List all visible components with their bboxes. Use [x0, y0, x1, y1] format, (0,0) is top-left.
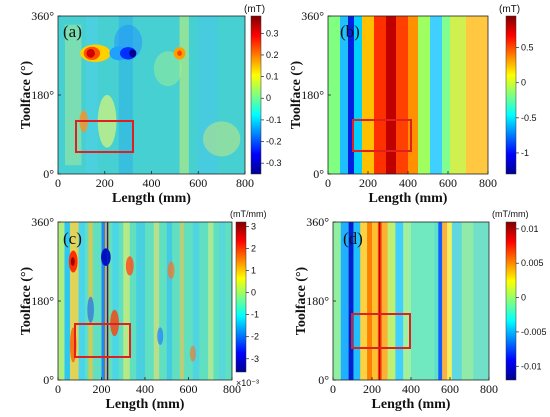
x-tick-label-c: 200	[93, 382, 111, 396]
x-tick-label-d: 0	[330, 382, 336, 396]
panel-label-b: (b)	[340, 22, 360, 41]
x-tick-label-b: 0	[325, 176, 331, 190]
y-tick-label-c: 360°	[31, 215, 54, 229]
colorbar-tick-label-c: 3	[251, 221, 256, 231]
x-tick-label-a: 200	[96, 176, 114, 190]
heatmap-d	[333, 222, 489, 380]
colorbar-exponent-c: ×10⁻³	[236, 378, 259, 388]
colorbar-tick-label-d: 0	[521, 293, 526, 303]
x-tick-label-d: 200	[363, 382, 381, 396]
x-tick-label-d: 800	[480, 382, 498, 396]
colorbar-unit-c: (mT/mm)	[230, 209, 266, 219]
panel-label-d: (d)	[343, 229, 363, 248]
y-tick-label-c: 180°	[31, 294, 54, 308]
heatmap-a	[58, 16, 245, 174]
x-axis-label-a: Length (mm)	[112, 191, 191, 206]
panel-b: (b)	[327, 15, 489, 175]
y-tick-label-a: 360°	[31, 9, 54, 23]
y-tick-label-b: 180°	[301, 88, 324, 102]
colorbar-tick-label-c: -3	[251, 354, 259, 364]
x-axis-label-b: Length (mm)	[369, 191, 448, 206]
x-tick-label-b: 600	[439, 176, 457, 190]
x-tick-label-b: 400	[399, 176, 417, 190]
x-tick-label-a: 0	[55, 176, 61, 190]
x-tick-label-a: 600	[189, 176, 207, 190]
panel-a: (a)	[57, 15, 246, 175]
panel-c: (c)	[57, 221, 233, 381]
y-tick-label-b: 360°	[301, 9, 324, 23]
colorbar-unit-d: (mT/mm)	[492, 209, 528, 219]
x-tick-label-a: 400	[143, 176, 161, 190]
colorbar-tick-label-d: 0.005	[521, 258, 544, 268]
panel-label-a: (a)	[63, 22, 82, 41]
y-axis-label-b: Toolface (°)	[289, 60, 304, 129]
colorbar-tick-label-a: -0.1	[266, 115, 282, 125]
highlight-box-a	[75, 120, 134, 153]
y-tick-label-d: 180°	[306, 294, 329, 308]
x-tick-label-d: 400	[402, 382, 420, 396]
colorbar-tick-label-b: 0	[521, 78, 526, 88]
colorbar-tick-label-a: 0.1	[266, 72, 279, 82]
y-tick-label-d: 0°	[318, 373, 329, 387]
y-tick-label-d: 360°	[306, 215, 329, 229]
y-axis-label-d: Toolface (°)	[294, 266, 309, 335]
colorbar-tick-label-d: -0.005	[521, 327, 547, 337]
colorbars: (mT) (mT) (mT/mm) (mT/mm) ×10⁻³	[230, 4, 528, 388]
colorbar-tick-label-d: -0.01	[521, 361, 542, 371]
colorbar-tick-label-d: 0.01	[521, 224, 539, 234]
colorbar-tick-label-b: -0.5	[521, 113, 537, 123]
y-tick-label-c: 0°	[43, 373, 54, 387]
y-tick-label-a: 180°	[31, 88, 54, 102]
colorbar-unit-a: (mT)	[244, 4, 265, 15]
y-axis-label-c: Toolface (°)	[19, 266, 34, 335]
x-tick-label-c: 0	[55, 382, 61, 396]
colorbar-tick-label-a: 0.3	[266, 28, 279, 38]
x-tick-label-a: 800	[236, 176, 254, 190]
colorbar-tick-label-c: 0	[251, 288, 256, 298]
x-tick-label-b: 200	[359, 176, 377, 190]
highlight-box-b	[352, 119, 412, 152]
heatmap-b	[328, 16, 488, 174]
colorbar-tick-label-a: 0	[266, 93, 271, 103]
y-tick-label-b: 0°	[313, 167, 324, 181]
colorbar-tick-label-b: -1	[521, 148, 529, 158]
x-tick-label-c: 800	[223, 382, 241, 396]
x-tick-label-c: 600	[180, 382, 198, 396]
colorbar-tick-label-c: -2	[251, 332, 259, 342]
colorbar-tick-label-a: -0.3	[266, 158, 282, 168]
colorbar-tick-label-c: 1	[251, 266, 256, 276]
colorbar-unit-b: (mT)	[499, 4, 520, 15]
x-tick-label-b: 800	[479, 176, 497, 190]
highlight-box-d	[351, 313, 411, 349]
colorbar-tick-label-a: -0.2	[266, 137, 282, 147]
x-axis-label-c: Length (mm)	[106, 397, 185, 412]
x-tick-label-d: 600	[441, 382, 459, 396]
heatmap-c	[58, 222, 232, 380]
colorbar-a	[250, 15, 262, 175]
highlight-box-c	[74, 323, 131, 358]
colorbar-tick-label-c: -1	[251, 310, 259, 320]
colorbar-b	[505, 15, 517, 175]
y-axis-label-a: Toolface (°)	[19, 60, 34, 129]
x-tick-label-c: 400	[136, 382, 154, 396]
x-axis-label-d: Length (mm)	[372, 397, 451, 412]
colorbar-d	[505, 221, 517, 381]
panel-label-c: (c)	[63, 229, 82, 248]
colorbar-c	[235, 221, 247, 373]
panel-d: (d)	[332, 221, 490, 381]
colorbar-tick-label-c: 2	[251, 243, 256, 253]
colorbar-tick-label-b: 0.5	[521, 43, 534, 53]
y-tick-label-a: 0°	[43, 167, 54, 181]
colorbar-tick-label-a: 0.2	[266, 50, 279, 60]
